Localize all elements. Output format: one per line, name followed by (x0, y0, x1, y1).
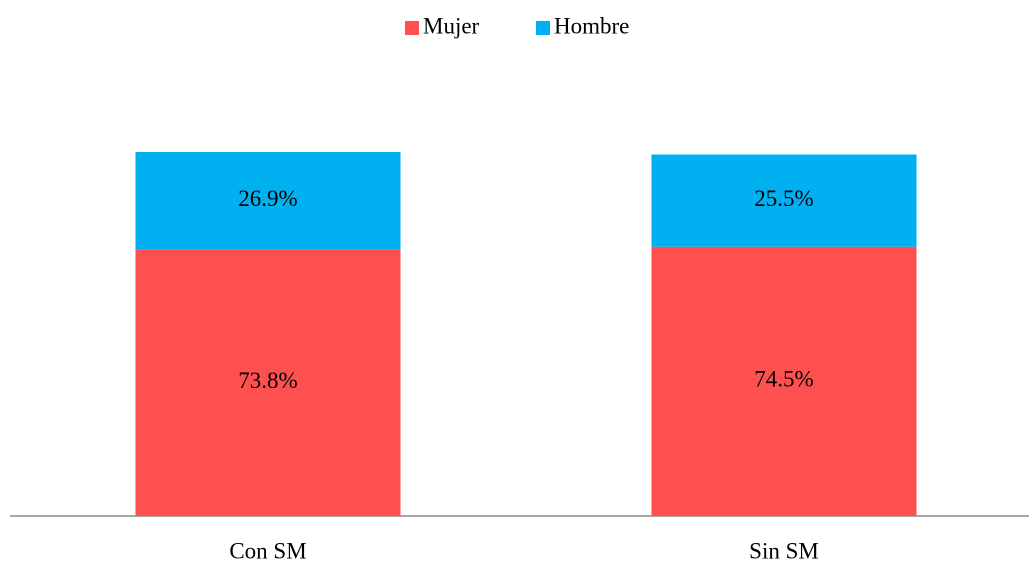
bar-segment (135, 249, 401, 516)
data-label: 25.5% (754, 186, 813, 211)
legend-label: Mujer (423, 13, 480, 38)
x-tick-label: Sin SM (749, 538, 819, 563)
legend-label: Hombre (554, 13, 629, 38)
legend-swatch (536, 21, 550, 35)
data-label: 73.8% (238, 368, 297, 393)
data-label: 74.5% (754, 367, 813, 392)
legend-swatch (405, 21, 419, 35)
bar-segment (135, 152, 401, 250)
data-label: 26.9% (238, 186, 297, 211)
bar-segment (651, 246, 917, 516)
bar-segment (651, 154, 917, 247)
x-tick-label: Con SM (229, 538, 306, 563)
